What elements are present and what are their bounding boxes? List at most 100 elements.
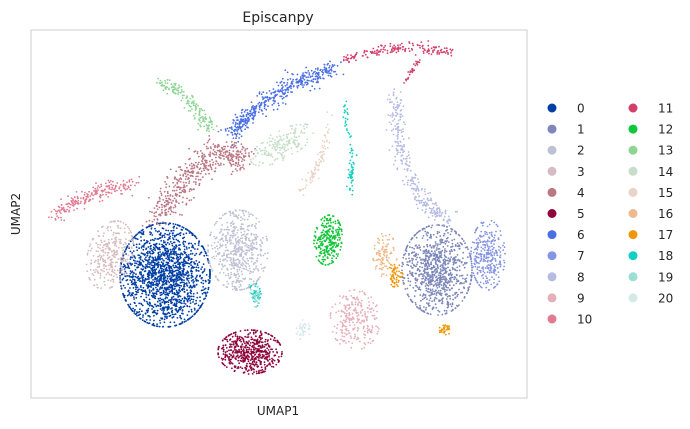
point [159,319,161,322]
point [176,273,179,276]
point [241,246,244,248]
point [193,284,195,287]
point [181,214,183,216]
point [440,254,443,256]
point [131,280,133,283]
point [444,288,446,291]
point [176,193,179,196]
point [145,284,148,286]
point [281,84,283,87]
point [302,72,304,74]
point [452,298,454,301]
point [145,220,148,223]
point [303,78,306,81]
point [182,286,185,288]
point [259,330,262,333]
point [423,267,426,270]
point [194,183,197,186]
point [118,275,121,278]
point [182,181,185,184]
point [252,247,255,249]
point [446,259,449,262]
point [227,253,230,256]
point [126,279,129,281]
point [258,92,261,95]
point [233,340,235,343]
point [419,249,422,251]
point [257,269,260,272]
point [176,186,179,189]
point [148,304,151,307]
point [251,114,254,116]
point [256,257,259,260]
point [199,305,202,308]
point [220,162,222,165]
point [249,344,251,347]
point [181,302,183,305]
point [189,188,192,190]
point [214,250,217,253]
point [423,297,426,300]
point [210,147,212,150]
point [441,249,444,252]
point [417,268,420,271]
point [244,346,247,349]
point [230,159,232,162]
point [188,180,191,183]
point [464,246,467,249]
point [434,244,436,247]
point [221,155,224,157]
point [149,233,152,236]
point [201,292,204,295]
point [178,286,181,289]
point [436,259,439,262]
point [241,209,244,212]
point [170,250,173,253]
point [235,341,238,344]
point [150,226,153,229]
point [233,141,236,144]
point [198,168,201,171]
point [175,303,178,306]
point [173,189,176,192]
point [222,148,225,151]
point [148,271,151,274]
point [251,254,253,256]
point [132,307,135,310]
point [278,356,280,358]
point [116,269,119,272]
point [171,313,174,316]
point [447,257,450,259]
point [321,73,324,76]
point [457,233,460,236]
point [240,223,243,226]
point [170,259,173,262]
point [137,275,140,278]
point [125,253,127,255]
point [250,350,253,353]
point [141,280,144,283]
point [141,304,144,307]
point [167,256,170,259]
point [268,345,271,348]
point [429,288,432,291]
point [154,259,157,262]
point [219,258,222,261]
point [300,81,302,83]
point [247,211,250,214]
point [283,82,285,84]
point [430,226,433,229]
point [233,369,236,372]
point [307,76,309,79]
point [150,286,153,288]
point [153,292,155,295]
point [233,365,236,368]
point [165,288,168,291]
point [136,276,139,279]
point [168,288,170,291]
point [197,266,200,269]
point [173,274,176,277]
point [203,268,206,270]
point [236,165,239,168]
point [422,252,425,255]
